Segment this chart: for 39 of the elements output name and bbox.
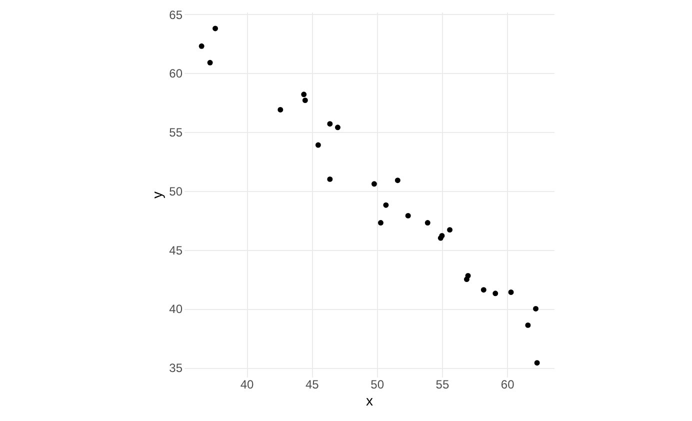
point (394, 178, 400, 184)
y-tick-label: 35 (169, 361, 183, 376)
point (371, 181, 377, 187)
point (492, 290, 498, 296)
point (534, 360, 540, 366)
y-tick-label: 40 (169, 302, 183, 316)
point (465, 273, 471, 278)
point (480, 287, 486, 293)
point (302, 98, 308, 104)
x-tick-label: 40 (240, 378, 254, 392)
y-tick-label: 65 (169, 8, 183, 22)
point (378, 220, 384, 226)
y-tick-label: 60 (169, 66, 183, 81)
x-tick-label: 45 (305, 378, 320, 392)
point (383, 202, 389, 208)
y-axis-title: y (149, 192, 166, 198)
point (315, 142, 321, 148)
point (533, 306, 538, 312)
x-axis-title: x (366, 392, 373, 408)
point (198, 43, 204, 49)
point (525, 322, 531, 328)
point (447, 227, 453, 233)
point (327, 176, 333, 182)
point (301, 92, 307, 98)
point (334, 124, 340, 130)
y-tick-label: 50 (169, 184, 183, 198)
y-tick-label: 45 (169, 243, 183, 258)
point (212, 26, 218, 32)
point (207, 60, 213, 66)
y-tick-label: 55 (169, 126, 183, 140)
point (278, 106, 284, 112)
x-tick-label: 50 (370, 378, 384, 392)
point (508, 289, 514, 295)
point (424, 220, 430, 226)
point (439, 232, 445, 238)
x-tick-label: 60 (500, 378, 515, 392)
point (327, 121, 333, 127)
point (405, 212, 411, 218)
x-tick-label: 55 (436, 378, 450, 392)
